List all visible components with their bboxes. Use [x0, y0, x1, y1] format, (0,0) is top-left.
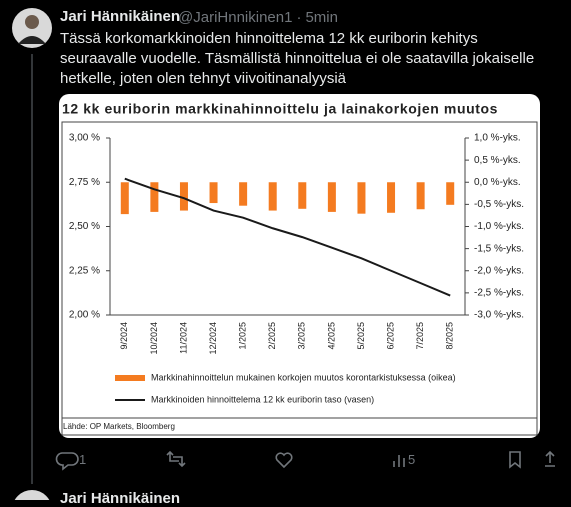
- bar: [327, 182, 336, 212]
- legend-label: Markkinahinnoittelun mukainen korkojen m…: [151, 372, 456, 382]
- y2-tick-label: 0,5 %-yks.: [474, 155, 521, 166]
- y-tick-label: 2,50 %: [69, 221, 100, 232]
- x-tick-label: 10/2024: [149, 322, 159, 355]
- author-name[interactable]: Jari Hännikäinen: [60, 8, 181, 25]
- x-tick-label: 11/2024: [178, 322, 188, 354]
- y-tick-label: 2,75 %: [69, 177, 100, 188]
- x-tick-label: 3/2025: [297, 322, 307, 350]
- separator: ·: [296, 9, 302, 26]
- bar: [150, 182, 159, 212]
- y2-tick-label: 0,0 %-yks.: [474, 177, 521, 188]
- reply-count[interactable]: 1: [79, 452, 87, 467]
- handle[interactable]: @JariHnnikinen1: [178, 9, 293, 26]
- y2-tick-label: -2,0 %-yks.: [474, 265, 524, 276]
- x-tick-label: 2/2025: [267, 322, 277, 350]
- bar: [120, 182, 129, 215]
- legend-swatch: [115, 375, 145, 381]
- chart: 12 kk euriborin markkinahinnoittelu ja l…: [59, 94, 540, 438]
- x-tick-label: 8/2025: [445, 322, 455, 350]
- bar: [416, 182, 425, 210]
- y2-tick-label: 1,0 %-yks.: [474, 133, 521, 144]
- x-tick-label: 6/2025: [385, 322, 395, 350]
- y-tick-label: 2,00 %: [69, 310, 100, 321]
- bar: [239, 182, 248, 206]
- bar: [446, 182, 455, 205]
- bar: [268, 182, 277, 211]
- chart-title: 12 kk euriborin markkinahinnoittelu ja l…: [62, 101, 498, 117]
- x-tick-label: 1/2025: [238, 322, 248, 350]
- bar: [298, 182, 307, 209]
- y-tick-label: 3,00 %: [69, 133, 100, 144]
- y-tick-label: 2,25 %: [69, 265, 100, 276]
- legend-label: Markkinoiden hinnoittelema 12 kk euribor…: [151, 394, 374, 404]
- y2-tick-label: -1,5 %-yks.: [474, 243, 524, 254]
- y2-tick-label: -0,5 %-yks.: [474, 199, 524, 210]
- y2-tick-label: -1,0 %-yks.: [474, 221, 524, 232]
- tweet-meta: @JariHnnikinen1 · 5min: [178, 9, 342, 26]
- bar: [209, 182, 218, 204]
- x-tick-label: 9/2024: [119, 322, 129, 350]
- tweet-text: Tässä korkomarkkinoiden hinnoittelema 12…: [60, 30, 535, 87]
- x-tick-label: 5/2025: [356, 322, 366, 350]
- source: Lähde: OP Markets, Bloomberg: [63, 422, 175, 431]
- y2-tick-label: -3,0 %-yks.: [474, 310, 524, 321]
- bar: [179, 182, 188, 211]
- y2-tick-label: -2,5 %-yks.: [474, 288, 524, 299]
- bar: [357, 182, 366, 214]
- line: [124, 177, 451, 297]
- view-count[interactable]: 5: [408, 452, 416, 467]
- x-tick-label: 12/2024: [208, 322, 218, 355]
- time[interactable]: 5min: [305, 9, 338, 26]
- bar: [387, 182, 396, 213]
- x-tick-label: 4/2025: [326, 322, 336, 350]
- x-tick-label: 7/2025: [415, 322, 425, 350]
- next-author: Jari Hännikäinen: [60, 490, 181, 507]
